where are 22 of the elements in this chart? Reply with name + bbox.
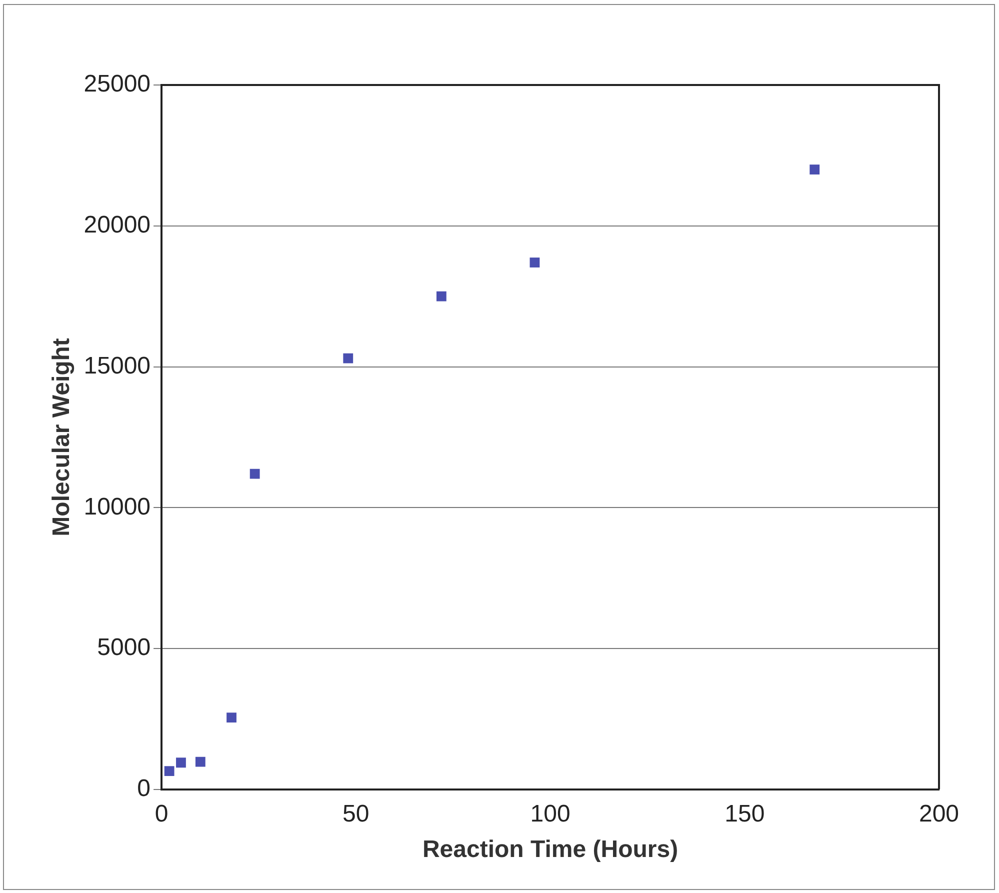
y-tick-label: 15000	[84, 352, 151, 380]
point	[195, 756, 206, 767]
y-tick-label: 10000	[84, 493, 151, 520]
x-tick-label: 50	[342, 800, 370, 828]
point	[436, 291, 446, 302]
point	[343, 353, 354, 364]
y-tick-label: 0	[137, 775, 151, 802]
point	[810, 164, 820, 174]
x-axis-title: Reaction Time (Hours)	[422, 836, 678, 864]
y-tick-label: 25000	[84, 70, 151, 98]
y-tick-label: 20000	[84, 212, 151, 239]
x-tick-label: 0	[154, 800, 168, 828]
point	[250, 468, 260, 479]
point	[530, 258, 540, 268]
point	[176, 758, 186, 768]
point	[226, 712, 236, 722]
y-axis-title: Molecular Weight	[48, 338, 76, 536]
point	[164, 766, 174, 776]
x-tick-label: 100	[530, 800, 570, 828]
y-tick-label: 5000	[97, 634, 151, 662]
x-tick-label: 200	[918, 800, 960, 828]
x-tick-label: 150	[724, 800, 765, 828]
